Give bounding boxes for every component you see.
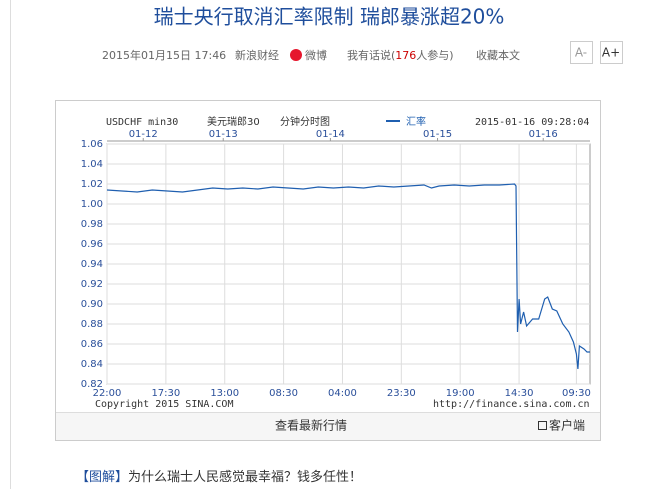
source[interactable]: 新浪财经 <box>235 48 279 62</box>
y-tick-label: 0.84 <box>81 359 103 370</box>
symbol: USDCHF min30 <box>106 117 178 128</box>
y-tick-label: 0.94 <box>81 259 103 270</box>
related-tag: 【图解】 <box>76 470 128 485</box>
weibo-icon[interactable] <box>290 49 302 61</box>
y-tick-label: 0.98 <box>81 219 103 230</box>
x-tick-label: 23:30 <box>387 388 416 399</box>
comment-pre: 我有话说( <box>347 48 395 62</box>
x-tick-label: 14:30 <box>505 388 534 399</box>
x-tick-label: 13:00 <box>210 388 239 399</box>
related-link[interactable]: 【图解】为什么瑞士人民感觉最幸福？钱多任性！ <box>76 469 362 485</box>
client-link[interactable]: 客户端 <box>549 418 585 433</box>
legend-label: 汇率 <box>406 115 426 128</box>
date: 2015年01月15日 17:46 <box>102 48 226 62</box>
x-tick-label: 22:00 <box>93 388 122 399</box>
y-tick-label: 1.04 <box>81 159 103 170</box>
weibo[interactable]: 微博 <box>305 48 327 62</box>
y-tick-label: 0.88 <box>81 319 103 330</box>
latest-link[interactable]: 查看最新行情 <box>275 418 347 433</box>
date-tick-label: 01-16 <box>529 129 558 140</box>
x-tick-label: 19:00 <box>446 388 475 399</box>
x-tick-label: 09:30 <box>562 388 591 399</box>
client-icon <box>538 421 547 430</box>
favorite[interactable]: 收藏本文 <box>476 48 520 62</box>
headline: 瑞士央行取消汇率限制 瑞郎暴涨超20% <box>154 5 505 29</box>
font-larger-button[interactable] <box>600 41 623 64</box>
chart-title: 美元瑞郎30 <box>207 115 260 128</box>
x-tick-label: 04:00 <box>328 388 357 399</box>
y-tick-label: 0.86 <box>81 339 103 350</box>
y-tick-label: 1.00 <box>81 199 103 210</box>
chart-subtitle: 分钟分时图 <box>280 115 330 128</box>
font-smaller: A- <box>575 46 587 60</box>
y-tick-label: 0.92 <box>81 279 103 290</box>
url: http://finance.sina.com.cn <box>433 399 590 410</box>
timestamp: 2015-01-16 09:28:04 <box>475 117 589 128</box>
x-tick-label: 08:30 <box>269 388 298 399</box>
date-tick-label: 01-12 <box>129 129 158 140</box>
copyright: Copyright 2015 SINA.COM <box>95 399 233 410</box>
date-tick-label: 01-15 <box>423 129 452 140</box>
y-tick-label: 0.96 <box>81 239 103 250</box>
x-tick-label: 17:30 <box>151 388 180 399</box>
comments[interactable]: 我有话说(176人参与) <box>347 48 454 62</box>
y-tick-label: 1.06 <box>81 139 103 150</box>
series-line <box>106 183 590 370</box>
y-tick-label: 1.02 <box>81 179 103 190</box>
comment-count: 176 <box>395 49 416 62</box>
y-tick-label: 0.82 <box>81 379 103 390</box>
related-text: 为什么瑞士人民感觉最幸福？钱多任性！ <box>128 469 362 485</box>
chart-footer <box>56 412 600 440</box>
y-tick-label: 0.90 <box>81 299 103 310</box>
font-smaller-button[interactable] <box>570 41 593 64</box>
date-tick-label: 01-13 <box>209 129 238 140</box>
comment-post: 人参与) <box>416 48 453 62</box>
date-tick-label: 01-14 <box>316 129 345 140</box>
font-larger: A+ <box>602 46 620 60</box>
